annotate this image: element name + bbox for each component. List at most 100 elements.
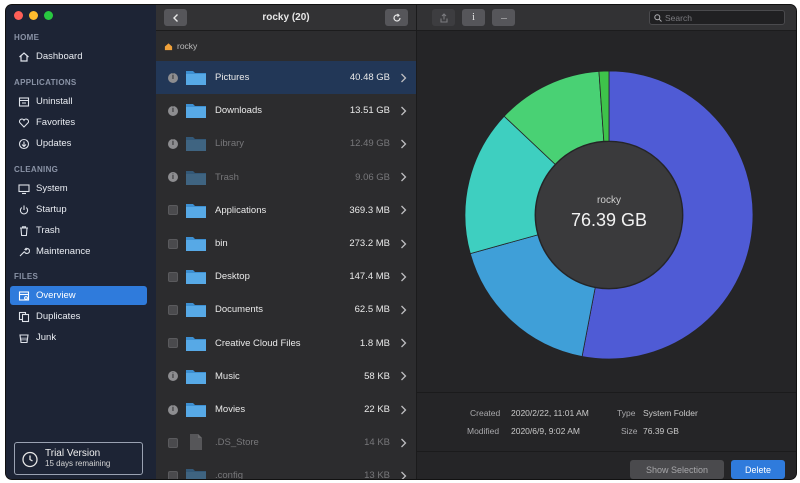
info-icon[interactable]: i <box>168 404 178 415</box>
zoom-window-button[interactable] <box>44 11 53 20</box>
sidebar-item-startup[interactable]: Startup <box>10 200 147 219</box>
table-row[interactable]: .DS_Store 14 KB <box>156 426 416 459</box>
breadcrumb[interactable]: rocky <box>164 41 197 51</box>
row-name: Pictures <box>215 72 250 83</box>
sidebar-item-system[interactable]: System <box>10 179 147 198</box>
donut-segment-downloads[interactable] <box>469 234 596 357</box>
row-name: bin <box>215 238 228 249</box>
table-row[interactable]: Documents 62.5 MB <box>156 293 416 326</box>
info-icon[interactable]: i <box>168 172 178 183</box>
sidebar-item-junk[interactable]: Junk <box>10 328 147 347</box>
sidebar-item-dashboard[interactable]: Dashboard <box>10 47 147 66</box>
refresh-icon <box>392 13 401 22</box>
info-icon[interactable]: i <box>168 72 178 83</box>
row-name: Creative Cloud Files <box>215 337 301 349</box>
row-name: Downloads <box>215 105 262 117</box>
sidebar-item-label: System <box>36 183 68 194</box>
sidebar-item-updates[interactable]: Updates <box>10 134 147 153</box>
show-selection-button[interactable]: Show Selection <box>630 460 724 479</box>
row-size: 58 KB <box>364 370 390 382</box>
chevron-right-icon[interactable] <box>400 106 407 116</box>
donut-segment-other[interactable] <box>598 70 610 142</box>
table-row[interactable]: Creative Cloud Files 1.8 MB <box>156 327 416 360</box>
folder-icon <box>186 237 206 251</box>
table-row[interactable]: i Music 58 KB <box>156 360 416 393</box>
row-size: 369.3 MB <box>349 204 390 216</box>
select-checkbox[interactable] <box>168 304 178 315</box>
delete-button[interactable]: Delete <box>731 460 785 479</box>
row-size: 13 KB <box>364 470 390 479</box>
table-row[interactable]: bin 273.2 MB <box>156 227 416 260</box>
chevron-right-icon[interactable] <box>400 272 407 282</box>
breadcrumb-label: rocky <box>177 41 198 51</box>
trial-version-button[interactable]: Trial Version 15 days remaining <box>14 442 143 475</box>
select-checkbox[interactable] <box>168 437 178 448</box>
sidebar-item-label: Uninstall <box>36 96 73 107</box>
table-row[interactable]: i Trash 9.06 GB <box>156 161 416 194</box>
share-button[interactable] <box>432 9 455 26</box>
detail-panel: i ··· Search rocky 76.39 GB Created 2020… <box>417 5 796 479</box>
table-row[interactable]: i Downloads 13.51 GB <box>156 94 416 127</box>
table-row[interactable]: i Pictures 40.48 GB <box>156 61 416 94</box>
chevron-right-icon[interactable] <box>400 371 407 381</box>
chevron-right-icon[interactable] <box>400 172 407 182</box>
chevron-right-icon[interactable] <box>400 205 407 215</box>
select-checkbox[interactable] <box>168 238 178 249</box>
donut-segment-pictures[interactable] <box>581 70 754 360</box>
folder-icon <box>186 469 206 479</box>
info-icon[interactable]: i <box>168 138 178 149</box>
sidebar-item-overview[interactable]: Overview <box>10 286 147 305</box>
select-checkbox[interactable] <box>168 470 178 479</box>
table-row[interactable]: i Library 12.49 GB <box>156 127 416 160</box>
storage-donut-chart[interactable] <box>464 70 754 360</box>
search-input[interactable]: Search <box>649 10 785 25</box>
refresh-button[interactable] <box>385 9 408 26</box>
chevron-right-icon[interactable] <box>400 338 407 348</box>
chevron-right-icon[interactable] <box>400 471 407 479</box>
info-button[interactable]: i <box>462 9 485 26</box>
back-button[interactable] <box>164 9 187 26</box>
timer-icon <box>22 451 38 467</box>
sidebar-item-maintenance[interactable]: Maintenance <box>10 242 147 261</box>
chevron-right-icon[interactable] <box>400 405 407 415</box>
folder-icon <box>186 336 206 351</box>
row-size: 12.49 GB <box>349 138 390 150</box>
duplicates-icon <box>18 311 30 322</box>
info-icon[interactable]: i <box>168 105 178 116</box>
wrench-icon <box>19 247 30 256</box>
chevron-right-icon[interactable] <box>400 73 407 83</box>
created-label: Created <box>470 408 501 418</box>
minimize-window-button[interactable] <box>29 11 38 20</box>
folder-icon <box>186 203 206 218</box>
updates-icon <box>18 138 30 149</box>
section-files: FILES <box>14 272 39 281</box>
select-checkbox[interactable] <box>168 271 178 282</box>
detail-toolbar: i ··· Search <box>417 5 796 31</box>
section-cleaning: CLEANING <box>14 165 59 174</box>
folder-icon <box>186 71 206 85</box>
info-icon[interactable]: i <box>168 371 178 382</box>
table-row[interactable]: Desktop 147.4 MB <box>156 260 416 293</box>
table-row[interactable]: .config 13 KB <box>156 459 416 479</box>
chevron-right-icon[interactable] <box>400 139 407 149</box>
select-checkbox[interactable] <box>168 338 178 349</box>
type-value: System Folder <box>643 408 698 418</box>
overview-icon <box>18 290 30 301</box>
folder-title: rocky (20) <box>262 12 310 23</box>
table-row[interactable]: Applications 369.3 MB <box>156 194 416 227</box>
donut-center[interactable] <box>536 142 682 288</box>
junk-icon <box>19 333 29 343</box>
chevron-right-icon[interactable] <box>400 239 407 249</box>
more-button[interactable]: ··· <box>492 9 515 26</box>
chevron-right-icon[interactable] <box>400 305 407 315</box>
sidebar-item-trash[interactable]: Trash <box>10 221 147 240</box>
sidebar-item-duplicates[interactable]: Duplicates <box>10 307 147 326</box>
sidebar-item-uninstall[interactable]: Uninstall <box>10 92 147 111</box>
sidebar-item-label: Maintenance <box>36 246 91 257</box>
sidebar-item-favorites[interactable]: Favorites <box>10 113 147 132</box>
select-checkbox[interactable] <box>168 205 178 216</box>
chevron-right-icon[interactable] <box>400 438 407 448</box>
row-name: .DS_Store <box>215 437 259 449</box>
table-row[interactable]: i Movies 22 KB <box>156 393 416 426</box>
close-window-button[interactable] <box>14 11 23 20</box>
